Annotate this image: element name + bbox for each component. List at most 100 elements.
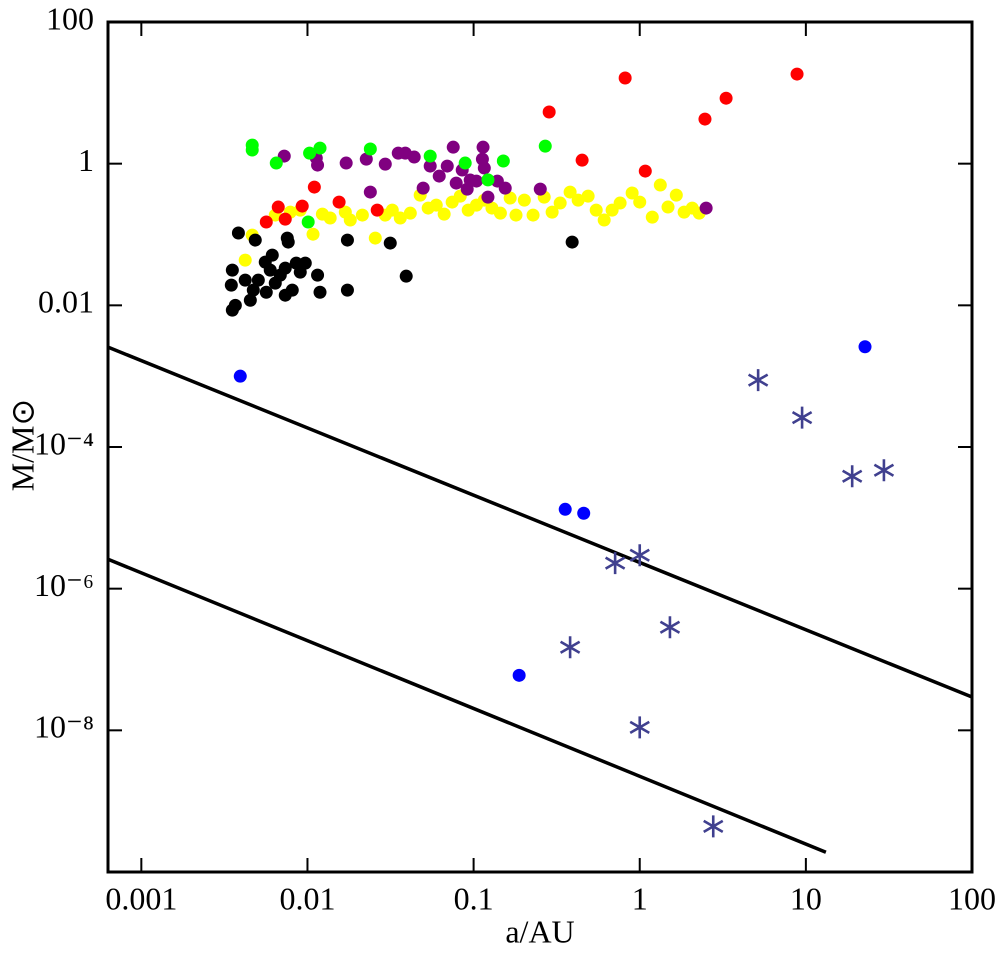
point [306, 227, 320, 241]
point [509, 208, 523, 222]
point [533, 182, 547, 196]
star-point [559, 636, 581, 659]
point [481, 173, 495, 187]
point [477, 161, 491, 175]
point [449, 176, 463, 190]
point [625, 186, 639, 200]
point [370, 203, 384, 217]
point [440, 159, 454, 173]
point [355, 208, 369, 222]
point [403, 206, 417, 220]
point [363, 142, 377, 156]
line [108, 557, 827, 854]
point [251, 273, 265, 287]
point [238, 273, 252, 287]
point [542, 105, 556, 119]
point [385, 203, 399, 217]
point [512, 668, 526, 682]
point [613, 196, 627, 210]
point [323, 211, 337, 225]
point [278, 261, 292, 275]
point [858, 340, 872, 354]
y-axis-label: M/M⊙ [4, 399, 40, 492]
point [423, 159, 437, 173]
point [638, 164, 652, 178]
point [313, 141, 327, 155]
point [363, 185, 377, 199]
point [469, 174, 483, 188]
point [407, 150, 421, 164]
point [503, 191, 517, 205]
point [378, 157, 392, 171]
star-point [629, 544, 650, 567]
point [301, 215, 315, 229]
star-point [747, 369, 769, 392]
point [517, 193, 531, 207]
point [233, 369, 247, 383]
point [558, 502, 572, 516]
point [577, 506, 591, 520]
point [269, 156, 283, 170]
point [238, 253, 252, 267]
point [446, 140, 460, 154]
star-point [659, 616, 681, 639]
line [108, 345, 972, 699]
point [571, 193, 585, 207]
point [719, 91, 733, 105]
star-point [604, 552, 626, 575]
point [597, 213, 611, 227]
point [699, 201, 713, 215]
point [423, 149, 437, 163]
point [245, 143, 259, 157]
point [416, 181, 430, 195]
x-tick-label: 1 [632, 880, 648, 916]
y-tick-label: 1 [78, 142, 94, 178]
point [313, 285, 327, 299]
point [581, 189, 595, 203]
star-point [873, 459, 895, 482]
point [476, 140, 490, 154]
point [311, 158, 325, 172]
y-tick-label: 10⁻⁸ [34, 709, 94, 745]
point [295, 199, 309, 213]
point [589, 203, 603, 217]
point [298, 256, 312, 270]
y-tick-label: 10⁻⁶ [34, 567, 94, 603]
point [311, 268, 325, 282]
point [383, 236, 397, 250]
point [393, 211, 407, 225]
star-point [629, 716, 650, 739]
point [225, 263, 239, 277]
point [259, 285, 273, 299]
point [633, 195, 647, 209]
point [339, 156, 353, 170]
point [258, 255, 272, 269]
plot-area [108, 67, 972, 854]
point [563, 185, 577, 199]
point [343, 213, 357, 227]
x-tick-label: 10 [790, 880, 822, 916]
point [645, 210, 659, 224]
point [368, 231, 382, 245]
point [553, 196, 567, 210]
x-axis-label: a/AU [505, 913, 574, 949]
point [565, 235, 579, 249]
point [248, 233, 262, 247]
point [538, 139, 552, 153]
point [661, 200, 675, 214]
point [790, 67, 804, 81]
point [698, 112, 712, 126]
point [278, 212, 292, 226]
point [243, 293, 257, 307]
star-point [842, 465, 863, 488]
point [399, 269, 413, 283]
point [653, 178, 667, 192]
point [259, 215, 273, 229]
point [437, 207, 451, 221]
point [340, 283, 354, 297]
point [228, 298, 242, 312]
point [231, 226, 245, 240]
point [340, 233, 354, 247]
point [271, 200, 285, 214]
